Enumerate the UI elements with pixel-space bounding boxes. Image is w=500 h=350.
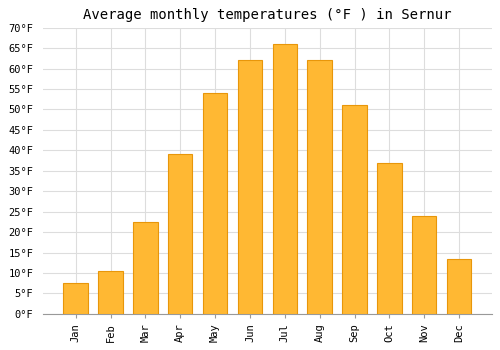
Bar	[272, 44, 297, 314]
Bar	[203, 93, 228, 314]
Bar	[412, 216, 436, 314]
Bar	[377, 163, 402, 314]
Bar	[447, 259, 471, 314]
Bar	[168, 154, 192, 314]
Bar	[238, 61, 262, 314]
Bar	[64, 283, 88, 314]
Bar	[342, 105, 366, 314]
Title: Average monthly temperatures (°F ) in Sernur: Average monthly temperatures (°F ) in Se…	[83, 8, 452, 22]
Bar	[308, 61, 332, 314]
Bar	[98, 271, 122, 314]
Bar	[133, 222, 158, 314]
